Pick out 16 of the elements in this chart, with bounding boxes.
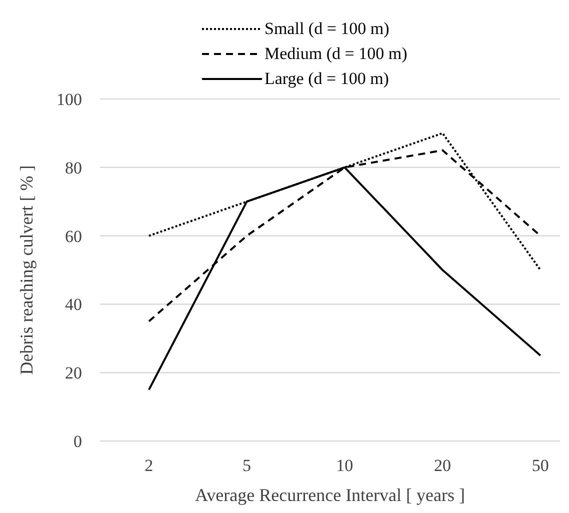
legend-label: Medium (d = 100 m) (264, 44, 408, 64)
y-tick-label: 40 (65, 295, 82, 314)
y-tick-label: 80 (65, 158, 82, 178)
y-tick-label: 60 (65, 226, 82, 246)
x-tick-label: 50 (532, 456, 549, 476)
x-axis-title: Average Recurrence Interval [ years ] (195, 485, 465, 505)
y-axis-title: Debris reaching culvert [ % ] (16, 165, 36, 375)
x-tick-label: 20 (434, 456, 452, 476)
y-tick-label: 100 (56, 90, 82, 110)
y-tick-label: 0 (74, 432, 82, 452)
y-tick-label: 20 (65, 364, 82, 383)
x-tick-label: 2 (144, 456, 154, 476)
x-tick-label: 10 (336, 456, 354, 476)
legend-label: Large (d = 100 m) (264, 68, 390, 88)
legend-label: Small (d = 100 m) (264, 18, 390, 38)
x-tick-label: 5 (242, 456, 252, 476)
